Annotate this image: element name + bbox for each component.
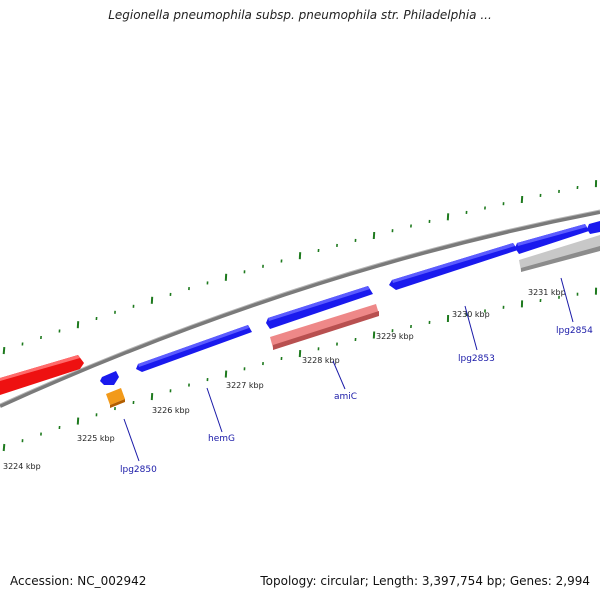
gene-label-lpg2850[interactable]: lpg2850 [120,465,157,475]
major-tick [2,347,6,355]
kbp-label-3231: 3231 kbp [528,288,566,297]
feature-lpg2854-forward[interactable] [515,221,600,254]
kbp-label-3225: 3225 kbp [77,434,115,443]
kbp-label-3226: 3226 kbp [152,406,190,415]
feature-hemG[interactable] [136,325,252,372]
gene-label-lpg2854[interactable]: lpg2854 [556,326,593,336]
feature-lpg2850-forward[interactable] [100,371,119,385]
kbp-label-3230: 3230 kbp [452,310,490,319]
feature-red[interactable] [0,355,84,395]
outer-tick-ring [2,180,598,355]
kbp-label-3228: 3228 kbp [302,356,340,365]
leader-lpg2854 [560,277,574,323]
kbp-label-3224: 3224 kbp [3,462,41,471]
kbp-label-3227: 3227 kbp [226,381,264,390]
gene-label-lpg2853[interactable]: lpg2853 [458,354,495,364]
feature-lpg2850[interactable] [106,388,125,408]
leader-amiC [332,360,346,390]
map-title: Legionella pneumophila subsp. pneumophil… [108,8,492,22]
leader-lpg2850 [123,418,140,462]
major-tick [2,443,6,452]
inner-tick-ring [2,287,598,452]
leader-hemG [206,387,223,433]
kbp-label-3229: 3229 kbp [376,332,414,341]
accession-text: Accession: NC_002942 [10,574,147,588]
genome-backbone [0,210,600,408]
feature-lpg2853[interactable] [389,243,518,290]
feature-amiC[interactable] [270,304,379,350]
gene-label-amiC[interactable]: amiC [334,392,357,402]
gene-label-hemG[interactable]: hemG [208,434,235,444]
feature-lpg2854[interactable] [519,235,600,272]
feature-amiC-forward[interactable] [266,286,373,329]
leader-lpg2853 [464,305,478,351]
genome-summary-text: Topology: circular; Length: 3,397,754 bp… [260,574,590,588]
